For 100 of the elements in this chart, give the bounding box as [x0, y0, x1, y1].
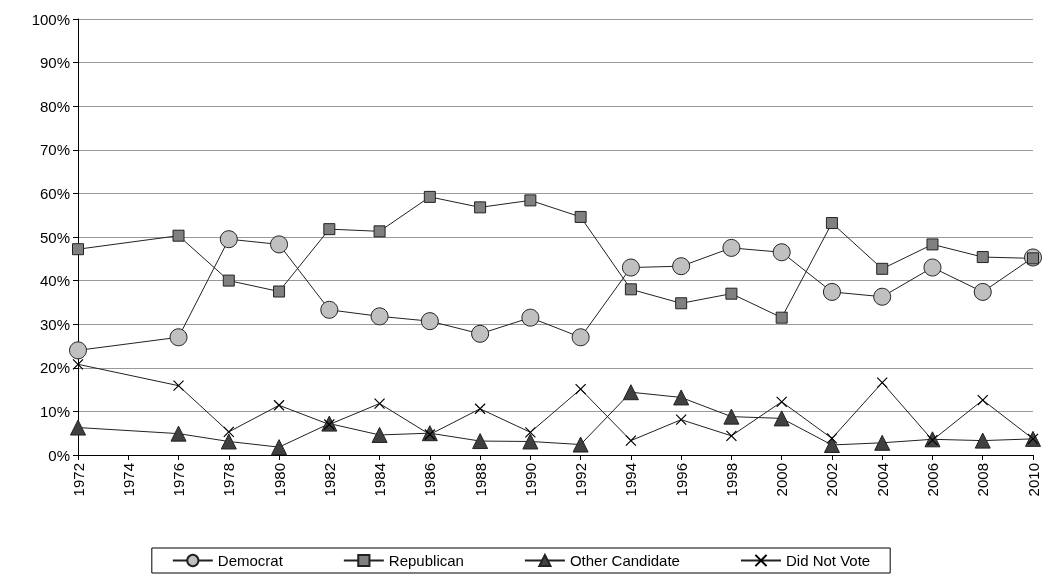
point [725, 430, 738, 442]
point [976, 251, 989, 264]
point [723, 408, 740, 425]
point [923, 258, 942, 277]
y-tick-label: 0% [48, 446, 70, 464]
point [876, 262, 889, 275]
x-tick-label: 2008 [974, 463, 992, 497]
point [273, 399, 285, 411]
y-tick-label: 30% [39, 315, 70, 333]
point [472, 433, 489, 450]
y-tick-label: 40% [39, 272, 70, 290]
x-tick-label: 1998 [722, 463, 740, 497]
x-tick-label: 1984 [371, 463, 389, 497]
point [974, 432, 991, 449]
y-tick-label: 80% [39, 97, 70, 115]
point [169, 328, 188, 347]
x-tick-label: 1990 [521, 463, 539, 497]
point [722, 238, 741, 257]
point [574, 210, 587, 223]
point [474, 403, 486, 415]
x-tick-label: 1978 [220, 463, 238, 497]
point [825, 217, 838, 230]
point [822, 282, 841, 301]
x-tick-label: 2004 [873, 463, 891, 497]
point [72, 358, 84, 370]
point [575, 383, 587, 395]
legend-label: Other Candidate [569, 552, 680, 569]
y-tick-label: 10% [39, 402, 70, 420]
point [873, 287, 892, 306]
x-tick-label: 2002 [823, 463, 841, 497]
y-tick-label: 60% [39, 184, 70, 202]
point [172, 380, 185, 392]
point [72, 243, 84, 256]
y-tick-label: 100% [31, 10, 70, 28]
point [621, 258, 640, 277]
point [773, 410, 790, 427]
point [271, 439, 288, 456]
point [672, 257, 691, 276]
y-tick-label: 90% [39, 54, 70, 72]
y-tick-label: 20% [39, 359, 70, 377]
point [423, 190, 436, 203]
x-tick-label: 2000 [773, 463, 791, 497]
x-tick-label: 1992 [572, 463, 590, 497]
point [625, 435, 637, 447]
x-tick-label: 1994 [622, 463, 640, 497]
point [775, 311, 788, 324]
x-tick-label: 1980 [270, 463, 288, 497]
point [622, 384, 639, 401]
point [826, 432, 838, 445]
point [524, 194, 537, 207]
legend-label: Did Not Vote [785, 552, 871, 569]
point [471, 324, 490, 343]
point [420, 312, 439, 331]
point [223, 426, 235, 438]
x-tick-label: 1986 [421, 463, 439, 497]
point [474, 201, 487, 214]
point [371, 426, 388, 443]
point [273, 285, 286, 298]
legend-label: Republican [388, 552, 464, 569]
point [973, 282, 992, 301]
x-tick-label: 2006 [923, 463, 941, 497]
point [220, 433, 237, 450]
point [772, 243, 791, 262]
y-tick-label: 50% [39, 228, 70, 246]
point [373, 225, 386, 238]
point [370, 307, 389, 326]
point [675, 414, 687, 426]
point [874, 434, 891, 451]
x-tick-label: 1976 [170, 463, 188, 497]
point [673, 389, 690, 406]
point [320, 300, 339, 319]
point [876, 377, 888, 389]
point [70, 419, 86, 436]
point [172, 229, 185, 242]
point [776, 396, 788, 408]
point [571, 328, 590, 347]
point [521, 308, 540, 327]
point [170, 425, 187, 442]
point [977, 394, 989, 406]
y-tick-label: 70% [39, 141, 70, 159]
point [373, 397, 386, 410]
point [522, 433, 539, 450]
x-tick-label: 1974 [119, 463, 137, 497]
x-tick-label: 1972 [69, 463, 87, 497]
x-tick-label: 2010 [1024, 463, 1042, 497]
x-tick-label: 1982 [320, 463, 338, 497]
point [926, 238, 939, 251]
point [270, 235, 289, 254]
point [524, 426, 536, 438]
point [323, 223, 336, 236]
point [675, 297, 688, 310]
x-tick-label: 1988 [471, 463, 489, 497]
point [69, 341, 87, 360]
x-tick-label: 1996 [672, 463, 690, 497]
point [624, 283, 637, 296]
point [572, 436, 589, 453]
point [219, 230, 238, 249]
legend-label: Democrat [217, 552, 284, 569]
point [725, 287, 738, 300]
point [222, 274, 235, 287]
